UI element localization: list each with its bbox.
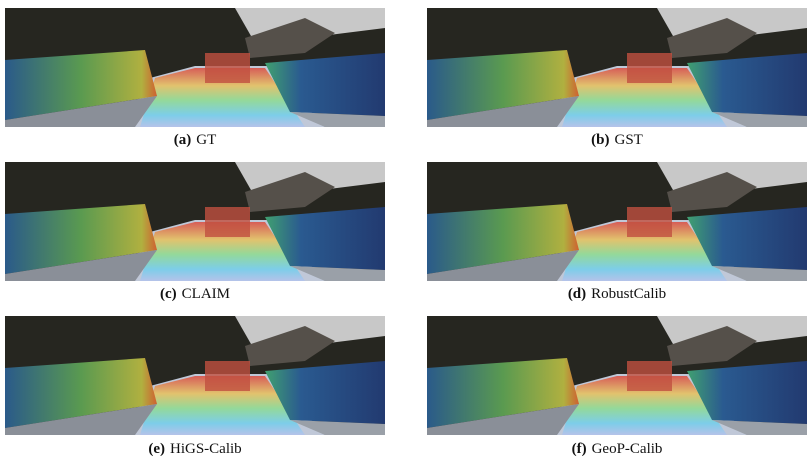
caption: (a)GT [5, 132, 385, 149]
caption-text: RobustCalib [591, 286, 666, 302]
caption-text: GeoP-Calib [592, 441, 663, 457]
caption-label: (f) [572, 441, 587, 457]
image [5, 316, 385, 435]
caption: (c) CLAIM [5, 286, 385, 303]
caption: (b) GST [427, 132, 807, 149]
image [5, 162, 385, 281]
caption-text: HiGS-Calib [170, 441, 242, 457]
image [427, 162, 807, 281]
caption-label: (c) [160, 286, 177, 302]
caption-text: CLAIM [182, 286, 230, 302]
caption: (e) HiGS-Calib [5, 441, 385, 458]
figure: (a)GT (b) GST (c) CLAIM (d) RobustCalib (e)… [0, 0, 811, 464]
caption: (f) GeoP-Calib [427, 441, 807, 458]
caption-label: (a) [174, 132, 192, 148]
image [427, 316, 807, 435]
caption-text: GST [615, 132, 643, 148]
image [427, 8, 807, 127]
caption-label: (d) [568, 286, 586, 302]
image [5, 8, 385, 127]
caption-label: (b) [591, 132, 609, 148]
caption: (d) RobustCalib [427, 286, 807, 303]
caption-label: (e) [148, 441, 165, 457]
caption-text: GT [196, 132, 216, 148]
